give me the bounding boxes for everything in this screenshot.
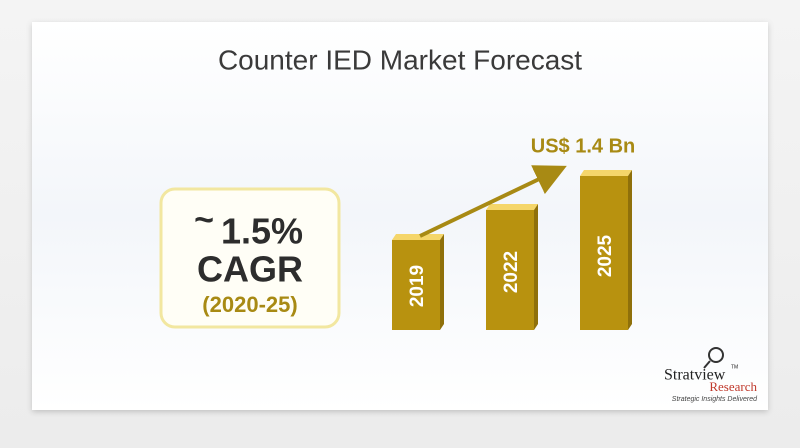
logo-name: Stratview (664, 367, 726, 384)
cagr-rate: 1.5% (221, 211, 303, 252)
cagr-box (159, 187, 341, 329)
bar-top (486, 204, 538, 210)
logo-icon (708, 347, 724, 363)
bar-top (392, 234, 444, 240)
bar-side (440, 234, 444, 330)
logo-trademark: TM (731, 364, 738, 370)
title: Counter IED Market Forecast (218, 44, 582, 75)
bar (486, 210, 534, 330)
year-label: 2022 (501, 251, 522, 293)
trend-arrow (419, 165, 567, 238)
bar (392, 240, 440, 330)
year-label: 2019 (407, 265, 428, 307)
bars (392, 170, 632, 330)
logo-tagline: Strategic Insights Delivered (672, 396, 758, 403)
logo: Stratview TM Research Strategic Insights… (664, 347, 758, 403)
bar-top (580, 170, 632, 176)
bar-side (534, 204, 538, 330)
forecast-value: US$ 1.4 Bn (531, 135, 635, 157)
cagr-approx: ~ (194, 201, 214, 239)
logo-icon (703, 360, 711, 369)
card (32, 22, 768, 410)
logo-sub: Research (709, 379, 757, 394)
cagr-label: CAGR (197, 249, 303, 290)
bar-side (628, 170, 632, 330)
bar (580, 176, 628, 330)
cagr-period: (2020-25) (202, 292, 297, 317)
year-label: 2025 (595, 234, 616, 277)
